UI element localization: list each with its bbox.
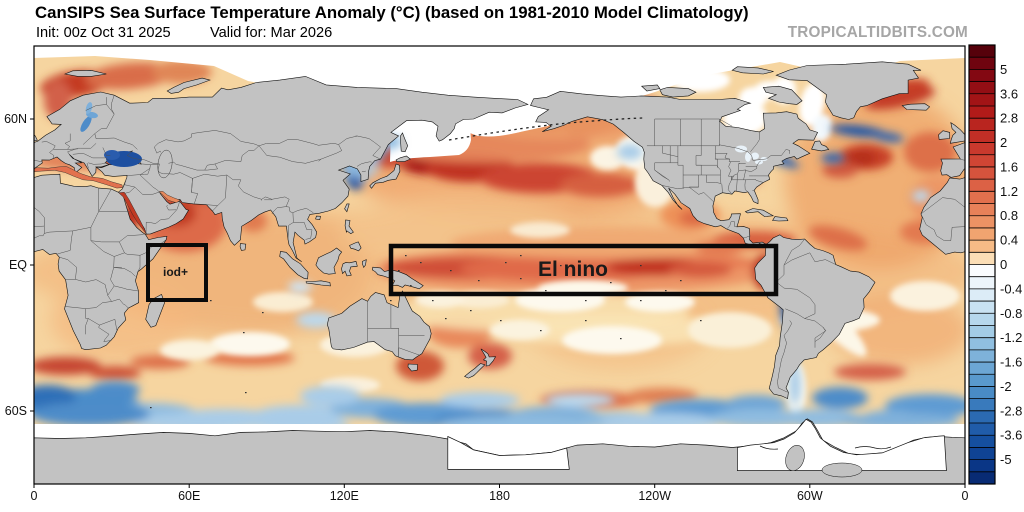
svg-text:180: 180 (489, 489, 510, 503)
svg-text:0: 0 (962, 489, 969, 503)
svg-text:iod+: iod+ (163, 265, 188, 279)
svg-text:2: 2 (1000, 135, 1007, 150)
svg-text:0.4: 0.4 (1000, 233, 1018, 248)
svg-text:-3.6: -3.6 (1000, 428, 1022, 443)
svg-text:120W: 120W (638, 489, 671, 503)
svg-text:El nino: El nino (538, 258, 608, 281)
svg-text:-5: -5 (1000, 452, 1012, 467)
svg-text:5: 5 (1000, 62, 1007, 77)
svg-text:2.8: 2.8 (1000, 111, 1018, 126)
svg-text:-0.8: -0.8 (1000, 306, 1022, 321)
svg-text:120E: 120E (330, 489, 359, 503)
svg-text:60S: 60S (5, 404, 27, 418)
svg-text:60E: 60E (178, 489, 200, 503)
svg-text:1.2: 1.2 (1000, 184, 1018, 199)
svg-text:60W: 60W (797, 489, 823, 503)
svg-text:60N: 60N (4, 112, 27, 126)
svg-text:-2: -2 (1000, 379, 1012, 394)
svg-text:EQ: EQ (9, 258, 27, 272)
svg-text:0: 0 (1000, 257, 1007, 272)
svg-text:1.6: 1.6 (1000, 159, 1018, 174)
svg-text:-2.8: -2.8 (1000, 403, 1022, 418)
svg-text:0: 0 (31, 489, 38, 503)
svg-text:3.6: 3.6 (1000, 86, 1018, 101)
svg-text:-1.2: -1.2 (1000, 330, 1022, 345)
svg-text:-1.6: -1.6 (1000, 355, 1022, 370)
svg-text:0.8: 0.8 (1000, 208, 1018, 223)
svg-text:-0.4: -0.4 (1000, 281, 1022, 296)
